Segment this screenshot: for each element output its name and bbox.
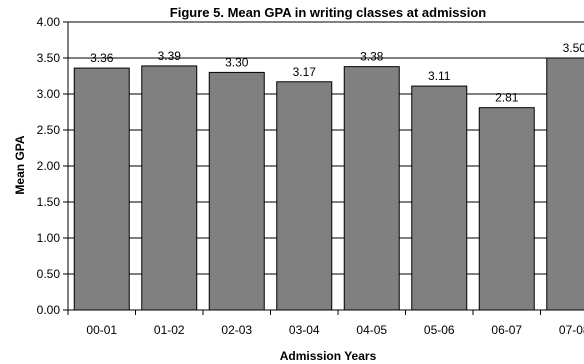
x-tick-label: 06-07 [491, 323, 522, 337]
x-axis-title: Admission Years [280, 349, 377, 363]
data-label-01-02: 3.39 [158, 49, 182, 63]
data-label-02-03: 3.30 [225, 55, 249, 69]
data-label-06-07: 2.81 [495, 91, 519, 105]
x-tick-label: 00-01 [86, 323, 117, 337]
bar-03-04 [276, 81, 333, 311]
x-tick-label: 03-04 [289, 323, 320, 337]
x-tick-label: 04-05 [356, 323, 387, 337]
y-tick-label: 3.50 [37, 51, 61, 65]
y-tick-label: 0.00 [37, 303, 61, 317]
bar-07-08 [546, 57, 584, 311]
x-tick-label: 07-08 [559, 323, 584, 337]
chart-title: Figure 5. Mean GPA in writing classes at… [170, 5, 486, 20]
bar-04-05 [343, 66, 400, 311]
y-tick-label: 4.00 [37, 15, 61, 29]
x-tick-label: 01-02 [154, 323, 185, 337]
y-axis: 0.00 0.50 1.00 1.50 2.00 2.50 3.00 3.50 4.00 [37, 15, 69, 317]
bar-00-01 [73, 67, 130, 311]
bars-group [73, 57, 584, 311]
data-label-05-06: 3.11 [428, 69, 451, 83]
bar-06-07 [478, 107, 535, 311]
x-tick-label: 05-06 [424, 323, 455, 337]
y-tick-label: 1.00 [37, 231, 61, 245]
y-tick-label: 3.00 [37, 87, 61, 101]
data-label-07-08: 3.50 [563, 41, 584, 55]
x-tick-label: 02-03 [221, 323, 252, 337]
y-axis-title: Mean GPA [13, 135, 27, 194]
data-label-03-04: 3.17 [293, 65, 317, 79]
y-tick-label: 2.50 [37, 123, 61, 137]
y-tick-label: 1.50 [37, 195, 61, 209]
bar-05-06 [411, 85, 468, 311]
bar-01-02 [141, 65, 198, 311]
data-label-04-05: 3.38 [360, 50, 384, 64]
data-labels-group: 3.36 3.39 3.30 3.17 3.38 3.11 2.81 3.50 [90, 41, 584, 105]
y-tick-label: 2.00 [37, 159, 61, 173]
data-label-00-01: 3.36 [90, 51, 114, 65]
bar-02-03 [208, 71, 265, 311]
x-axis: 00-01 01-02 02-03 03-04 04-05 05-06 06-07 07-08 [67, 309, 584, 337]
y-tick-label: 0.50 [37, 267, 61, 281]
